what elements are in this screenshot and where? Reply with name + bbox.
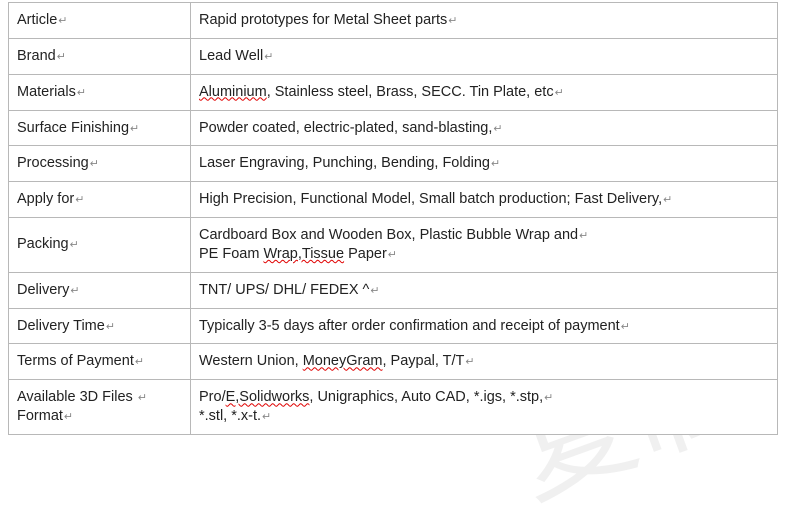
table-row: Article↵Rapid prototypes for Metal Sheet…: [9, 3, 778, 39]
row-label: Article↵: [9, 3, 191, 39]
table-row: Materials↵Aluminium, Stainless steel, Br…: [9, 74, 778, 110]
row-value: Powder coated, electric-plated, sand-bla…: [191, 110, 778, 146]
row-value: Rapid prototypes for Metal Sheet parts↵: [191, 3, 778, 39]
row-value: Cardboard Box and Wooden Box, Plastic Bu…: [191, 218, 778, 273]
table-row: Available 3D Files ↵Format↵Pro/E,Solidwo…: [9, 380, 778, 435]
row-label: Delivery↵: [9, 272, 191, 308]
table-row: Terms of Payment↵Western Union, MoneyGra…: [9, 344, 778, 380]
row-value: Typically 3-5 days after order confirmat…: [191, 308, 778, 344]
table-row: Packing↵Cardboard Box and Wooden Box, Pl…: [9, 218, 778, 273]
row-label: Brand↵: [9, 38, 191, 74]
row-label: Processing↵: [9, 146, 191, 182]
row-value: TNT/ UPS/ DHL/ FEDEX ^↵: [191, 272, 778, 308]
table-row: Surface Finishing↵Powder coated, electri…: [9, 110, 778, 146]
table-row: Delivery↵TNT/ UPS/ DHL/ FEDEX ^↵: [9, 272, 778, 308]
table-row: Processing↵Laser Engraving, Punching, Be…: [9, 146, 778, 182]
row-label: Apply for↵: [9, 182, 191, 218]
row-value: High Precision, Functional Model, Small …: [191, 182, 778, 218]
row-label: Terms of Payment↵: [9, 344, 191, 380]
row-label: Packing↵: [9, 218, 191, 273]
table-row: Brand↵Lead Well↵: [9, 38, 778, 74]
row-value: Western Union, MoneyGram, Paypal, T/T↵: [191, 344, 778, 380]
row-label: Available 3D Files ↵Format↵: [9, 380, 191, 435]
row-value: Pro/E,Solidworks, Unigraphics, Auto CAD,…: [191, 380, 778, 435]
table-row: Delivery Time↵Typically 3-5 days after o…: [9, 308, 778, 344]
row-value: Laser Engraving, Punching, Bending, Fold…: [191, 146, 778, 182]
row-label: Surface Finishing↵: [9, 110, 191, 146]
row-value: Lead Well↵: [191, 38, 778, 74]
row-label: Delivery Time↵: [9, 308, 191, 344]
spec-table: Article↵Rapid prototypes for Metal Sheet…: [8, 2, 778, 435]
table-row: Apply for↵High Precision, Functional Mod…: [9, 182, 778, 218]
row-label: Materials↵: [9, 74, 191, 110]
row-value: Aluminium, Stainless steel, Brass, SECC.…: [191, 74, 778, 110]
